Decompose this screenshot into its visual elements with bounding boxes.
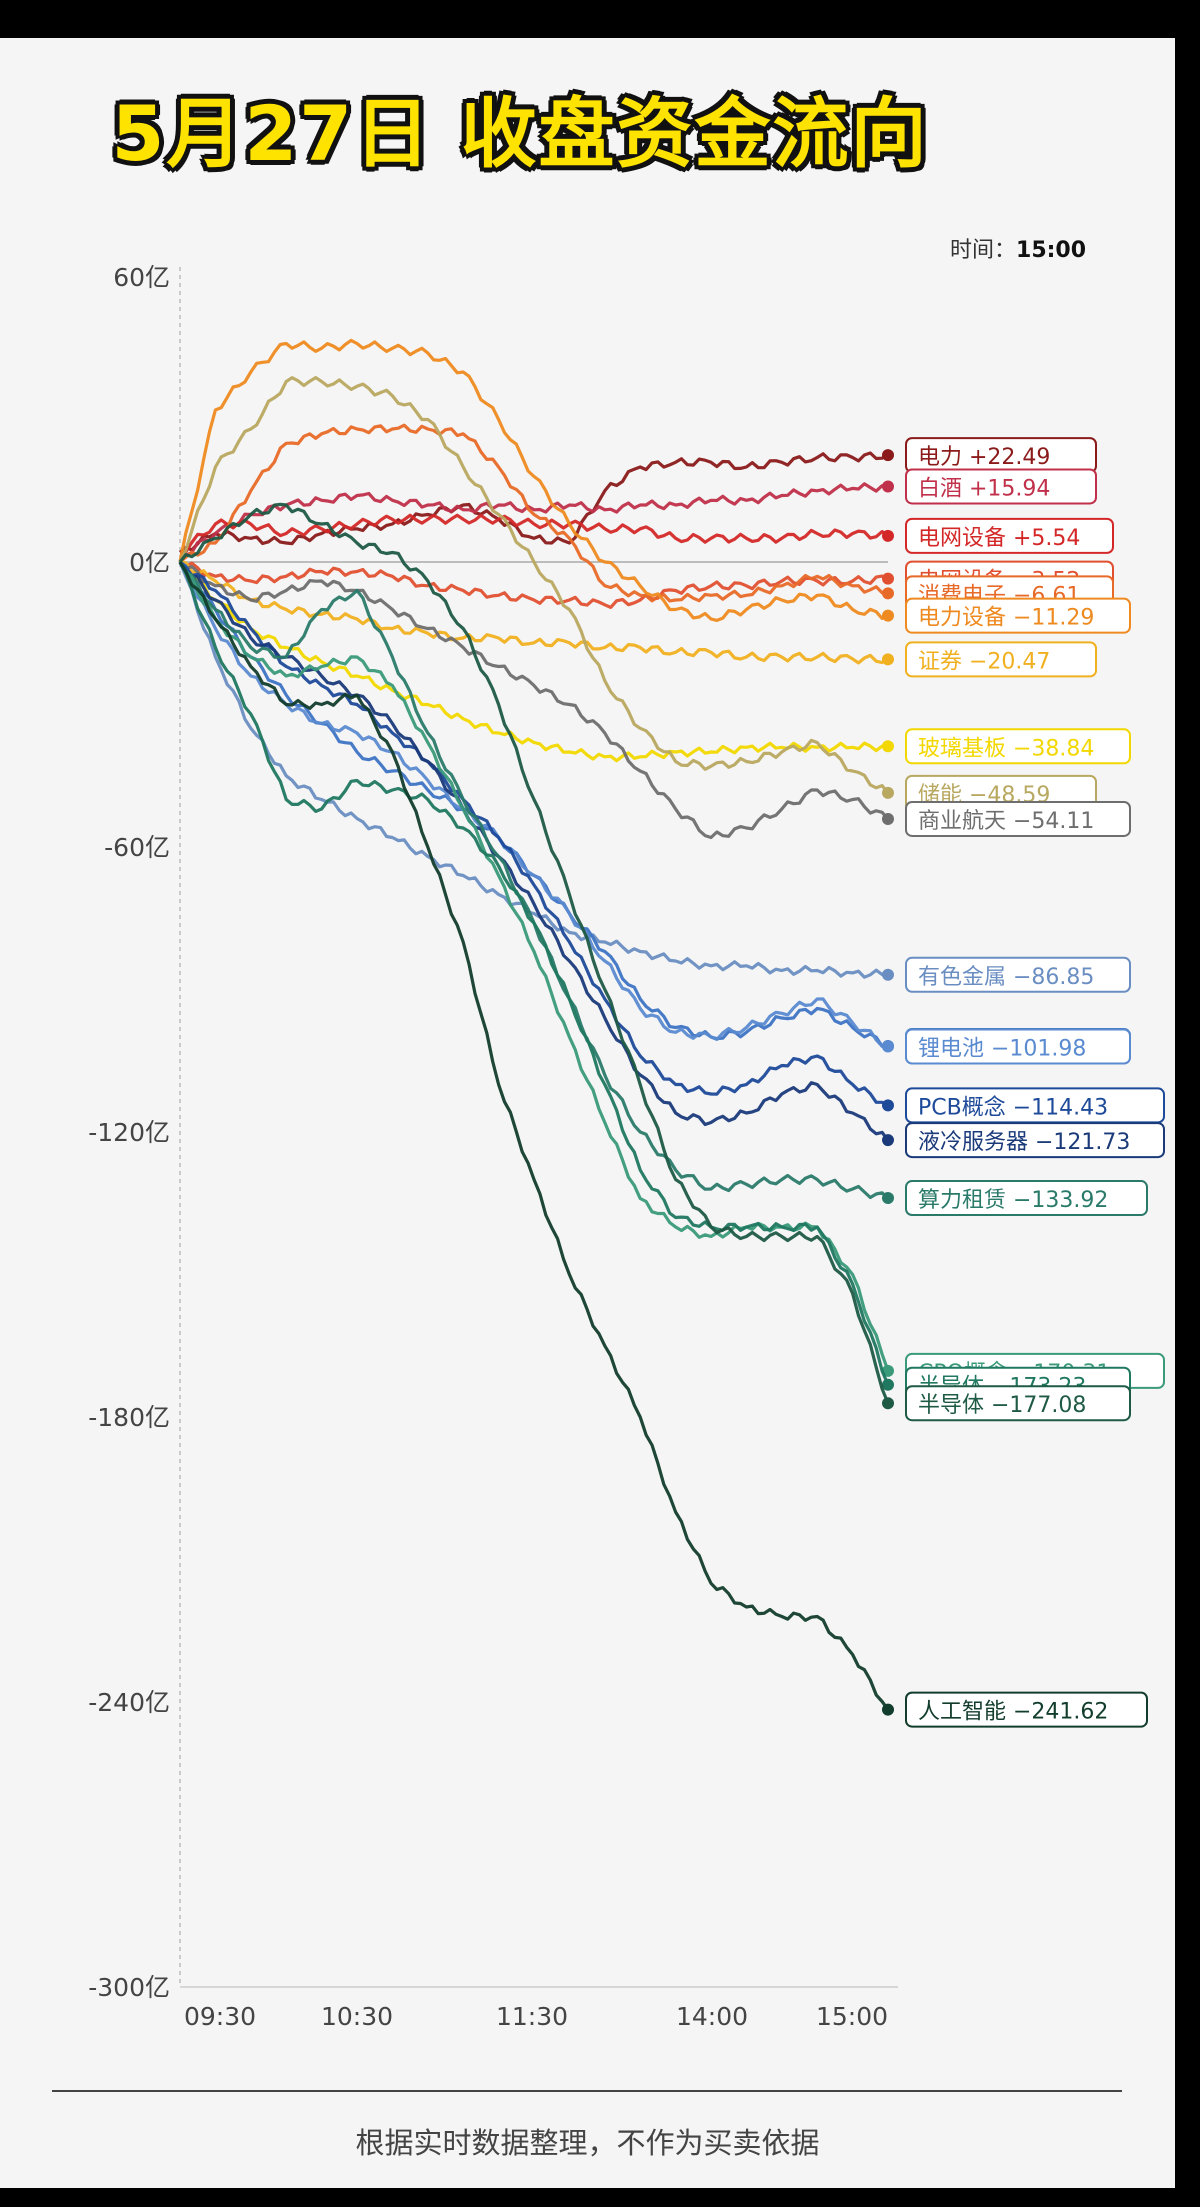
series-line (178, 560, 890, 840)
y-tick-label: -240亿 (88, 1688, 170, 1717)
series-label-text: 人工智能 −241.62 (918, 1700, 1108, 1725)
series-end-label: 电力 +22.49 (905, 437, 1097, 474)
series-line (178, 561, 889, 1049)
y-tick-label: -60亿 (104, 833, 170, 862)
series-line (178, 423, 889, 603)
footer-disclaimer: 根据实时数据整理，不作为买卖依据 (355, 2126, 820, 2160)
series-end-label: 白酒 +15.94 (905, 468, 1097, 505)
series-end-dot (882, 572, 894, 585)
series-label-text: 有色金属 −86.85 (918, 965, 1094, 990)
series-line (179, 560, 889, 1048)
page-title: 5月27日 收盘资金流向 (111, 89, 929, 178)
y-tick-label: -180亿 (88, 1403, 170, 1432)
series-line (178, 561, 889, 763)
time-label: 时间： (950, 238, 1017, 263)
series-end-dot (882, 1378, 894, 1391)
series-line (178, 451, 889, 554)
time-value: 15:00 (1016, 238, 1087, 263)
series-end-dot (882, 587, 894, 600)
y-tick-label: 0亿 (129, 548, 170, 577)
series-end-label: 电网设备 +5.54 (905, 517, 1114, 554)
y-tick-label: 60亿 (113, 263, 170, 292)
series-label-box (905, 517, 1114, 554)
series-end-dot (882, 1703, 894, 1716)
time-readout: 时间：15:00 (950, 232, 1086, 264)
series-label-text: 锂电池 −101.98 (918, 1037, 1086, 1062)
x-tick-label: 14:00 (676, 2002, 748, 2031)
series-end-label: 有色金属 −86.85 (905, 956, 1131, 993)
series-end-label: 商业航天 −54.11 (905, 800, 1131, 837)
series-line (178, 560, 889, 1107)
series-end-label: 半导体 −177.08 (905, 1385, 1131, 1422)
series-label-text: 玻璃基板 −38.84 (918, 736, 1094, 761)
series-line (178, 338, 889, 622)
y-tick-label: -300亿 (88, 1973, 170, 2002)
y-tick-label: -120亿 (88, 1118, 170, 1147)
series-label-text: PCB概念 −114.43 (918, 1095, 1108, 1120)
series-line (178, 561, 890, 1386)
series-label-text: 商业航天 −54.11 (918, 809, 1094, 834)
series-label-text: 电网设备 +5.54 (918, 526, 1080, 551)
series-label-text: 半导体 −177.08 (918, 1393, 1086, 1418)
x-tick-label: 09:30 (184, 2002, 256, 2031)
series-label-box (905, 468, 1097, 505)
series-end-dot (882, 1040, 894, 1053)
series-end-label: 证券 −20.47 (905, 641, 1097, 678)
series-label-box (905, 1385, 1131, 1422)
series-end-dot (882, 1192, 894, 1205)
series-label-box (905, 1028, 1131, 1065)
footer-divider (52, 2090, 1122, 2092)
series-line (178, 502, 890, 1404)
x-tick-label: 11:30 (496, 2002, 568, 2031)
series-end-dot (882, 449, 894, 462)
series-line (179, 513, 889, 555)
x-tick-label: 10:30 (321, 2002, 393, 2031)
series-end-label: 人工智能 −241.62 (905, 1691, 1148, 1728)
series-label-box (905, 800, 1131, 837)
series-end-label: 玻璃基板 −38.84 (905, 728, 1131, 765)
series-label-text: 白酒 +15.94 (918, 476, 1050, 501)
series-label-box (905, 956, 1131, 993)
series-label-box (905, 597, 1131, 634)
series-end-dot (882, 1099, 894, 1112)
series-end-dot (882, 968, 894, 981)
series-label-text: 证券 −20.47 (918, 649, 1050, 674)
series-line (179, 482, 889, 559)
x-tick-label: 15:00 (816, 2002, 888, 2031)
series-end-dot (882, 786, 894, 799)
series-label-box (905, 728, 1131, 765)
series-label-text: 液冷服务器 −121.73 (918, 1130, 1130, 1155)
series-line (178, 561, 890, 1142)
series-label-box (905, 1691, 1148, 1728)
series-end-dot (882, 1134, 894, 1147)
series-end-dot (882, 609, 894, 622)
series-end-dot (882, 1397, 894, 1410)
series-end-label: 电力设备 −11.29 (905, 597, 1131, 634)
series-end-dot (882, 529, 894, 542)
series-label-text: 电力设备 −11.29 (918, 606, 1094, 631)
series-end-dot (882, 480, 894, 493)
series-label-box (905, 1122, 1165, 1159)
series-line (178, 561, 890, 1711)
series-end-label: 算力租赁 −133.92 (905, 1180, 1148, 1217)
series-line (179, 560, 889, 665)
series-end-label: 锂电池 −101.98 (905, 1028, 1131, 1065)
series-label-box (905, 1180, 1148, 1217)
series-label-box (905, 641, 1097, 678)
series-end-dot (882, 740, 894, 753)
series-end-label: PCB概念 −114.43 (905, 1087, 1165, 1124)
series-line (178, 561, 889, 979)
series-label-text: 算力租赁 −133.92 (918, 1188, 1108, 1213)
series-end-label: 液冷服务器 −121.73 (905, 1122, 1165, 1159)
series-end-dot (882, 653, 894, 666)
series-line (179, 560, 889, 609)
series-label-text: 电力 +22.49 (918, 445, 1050, 470)
series-line (178, 376, 890, 794)
series-end-dot (882, 812, 894, 825)
